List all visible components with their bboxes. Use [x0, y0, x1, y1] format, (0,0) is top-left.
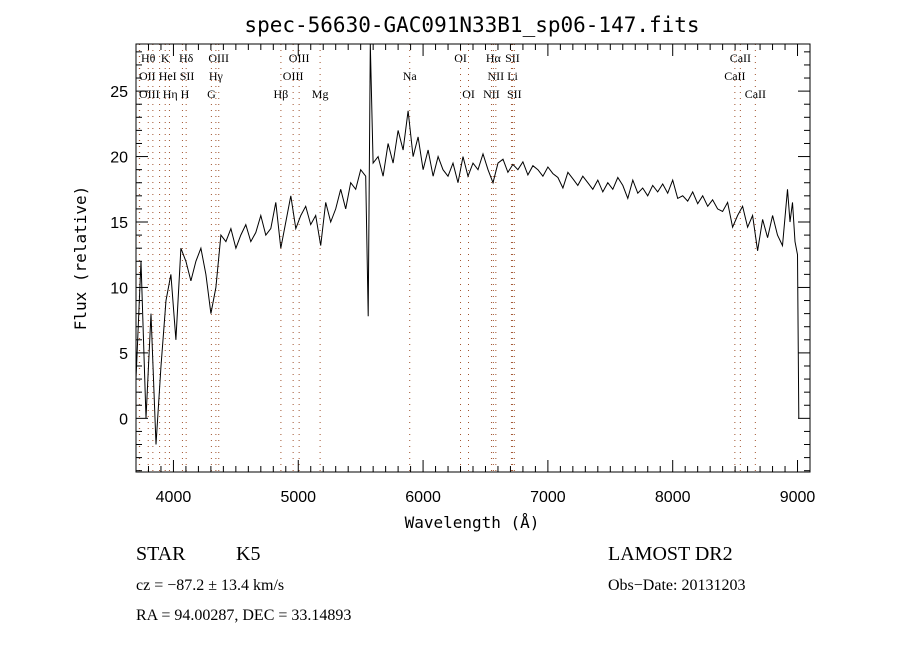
line-marker-label: CaII	[724, 69, 745, 83]
line-marker-label: OI	[454, 51, 467, 65]
survey-name: LAMOST DR2	[608, 543, 733, 565]
x-tick-label: 8000	[655, 489, 691, 506]
y-tick-label: 25	[110, 84, 128, 101]
line-marker-label: Hγ	[209, 69, 224, 83]
y-tick-label: 20	[110, 150, 128, 167]
object-class: STAR	[136, 543, 186, 565]
line-marker-label: OIII	[208, 51, 229, 65]
line-marker-label: Hδ	[179, 51, 194, 65]
x-tick-label: 6000	[405, 489, 441, 506]
line-marker-label: OIII	[283, 69, 304, 83]
x-tick-label: 5000	[280, 489, 316, 506]
line-marker-label: OIII	[289, 51, 310, 65]
spectrum-line	[135, 43, 800, 445]
line-marker-label: Mg	[312, 87, 329, 101]
line-marker-label: G	[207, 87, 216, 101]
line-marker-label: HeI	[159, 69, 177, 83]
line-marker-label: NII	[488, 69, 505, 83]
x-tick-label: 4000	[156, 489, 192, 506]
line-marker-label: SII	[505, 51, 520, 65]
x-tick-label: 7000	[530, 489, 566, 506]
line-marker-label: H	[181, 87, 190, 101]
line-marker-label: Hα	[486, 51, 502, 65]
x-axis-label: Wavelength (Å)	[405, 513, 540, 532]
line-marker-label: NII	[483, 87, 500, 101]
line-marker-label: OIII	[139, 87, 160, 101]
line-marker-label: Li	[507, 69, 518, 83]
line-marker-label: SII	[507, 87, 522, 101]
line-marker-label: OII	[139, 69, 156, 83]
x-tick-label: 9000	[780, 489, 816, 506]
line-marker-label: Na	[403, 69, 418, 83]
y-tick-label: 5	[119, 346, 128, 363]
y-tick-label: 10	[110, 280, 128, 297]
coordinates: RA = 94.00287, DEC = 33.14893	[136, 607, 351, 624]
y-tick-label: 15	[110, 215, 128, 232]
object-subclass: K5	[236, 543, 260, 565]
line-marker-label: OI	[462, 87, 475, 101]
line-marker-label: K	[161, 51, 170, 65]
chart-title: spec-56630-GAC091N33B1_sp06-147.fits	[244, 13, 699, 37]
line-marker-label: CaII	[730, 51, 751, 65]
obs-date: Obs−Date: 20131203	[608, 577, 745, 594]
line-marker-label: Hθ	[141, 51, 156, 65]
plot-frame	[135, 43, 811, 473]
y-tick-label: 0	[119, 411, 128, 428]
line-marker-label: Hη	[163, 87, 178, 101]
y-axis-label: Flux (relative)	[71, 186, 90, 331]
axis-ticks: 4000 5000 6000 7000 8000 9000 0 5 10 15 20 25	[110, 44, 815, 506]
redshift-info: cz = −87.2 ± 13.4 km/s	[136, 577, 284, 594]
line-marker-label: SII	[180, 69, 195, 83]
line-marker-label: CaII	[745, 87, 766, 101]
line-marker-label: Hβ	[274, 87, 289, 101]
